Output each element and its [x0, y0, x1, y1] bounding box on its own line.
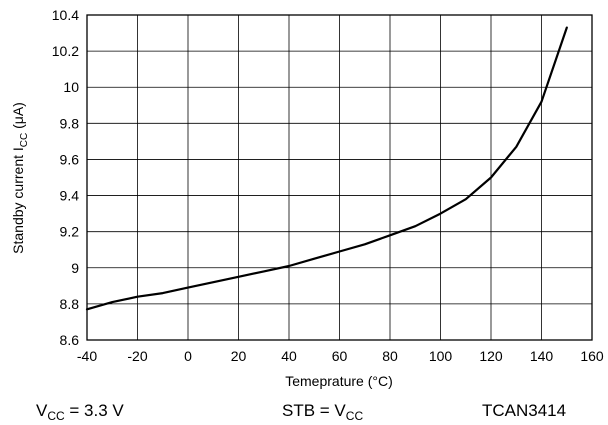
y-tick-label: 8.8: [60, 296, 80, 312]
x-tick-label: 60: [332, 348, 348, 364]
y-tick-label: 10.2: [52, 43, 79, 59]
plot-area-frame: [86, 14, 593, 341]
x-axis-title: Temeprature (°C): [285, 373, 393, 389]
vcc-caption-main: V: [36, 401, 48, 420]
y-tick-label: 10.4: [52, 7, 79, 23]
part-number: TCAN3414: [482, 401, 566, 420]
vcc-caption: VCC = 3.3 V: [36, 401, 124, 423]
vcc-caption-subscript: CC: [47, 409, 65, 423]
y-axis-title-unit: (μA): [10, 102, 26, 133]
x-tick-label: 160: [580, 348, 604, 364]
x-tick-label: -40: [77, 348, 97, 364]
y-tick-label: 9.8: [60, 115, 80, 131]
x-tick-label: 80: [382, 348, 398, 364]
y-tick-label: 9: [71, 260, 79, 276]
grid-lines: [87, 15, 592, 340]
x-tick-label: 20: [231, 348, 247, 364]
y-axis-title: Standby current ICC (μA): [10, 102, 30, 254]
x-tick-label: 100: [429, 348, 453, 364]
x-tick-label: 0: [184, 348, 192, 364]
x-tick-label: 120: [479, 348, 503, 364]
stb-caption: STB = VCC: [282, 401, 363, 423]
stb-caption-main: STB = V: [282, 401, 346, 420]
x-tick-label: 40: [281, 348, 297, 364]
x-tick-labels: -40 -20 0 20 40 60 80 100 120 140 160: [77, 348, 604, 364]
y-tick-label: 9.2: [60, 224, 80, 240]
y-tick-label: 8.6: [60, 332, 80, 348]
y-tick-label: 10: [63, 79, 79, 95]
series-line: [85, 26, 568, 311]
x-tick-label: -20: [127, 348, 147, 364]
x-tick-label: 140: [530, 348, 554, 364]
y-axis-title-text: Standby current I: [10, 147, 26, 254]
vcc-caption-rest: = 3.3 V: [65, 401, 125, 420]
y-tick-labels: 8.6 8.8 9 9.2 9.4 9.6 9.8 10 10.2 10.4: [52, 7, 79, 348]
stb-caption-subscript: CC: [346, 409, 364, 423]
y-tick-label: 9.6: [60, 151, 80, 167]
y-axis-title-subscript: CC: [19, 133, 30, 147]
y-tick-label: 9.4: [60, 188, 80, 204]
